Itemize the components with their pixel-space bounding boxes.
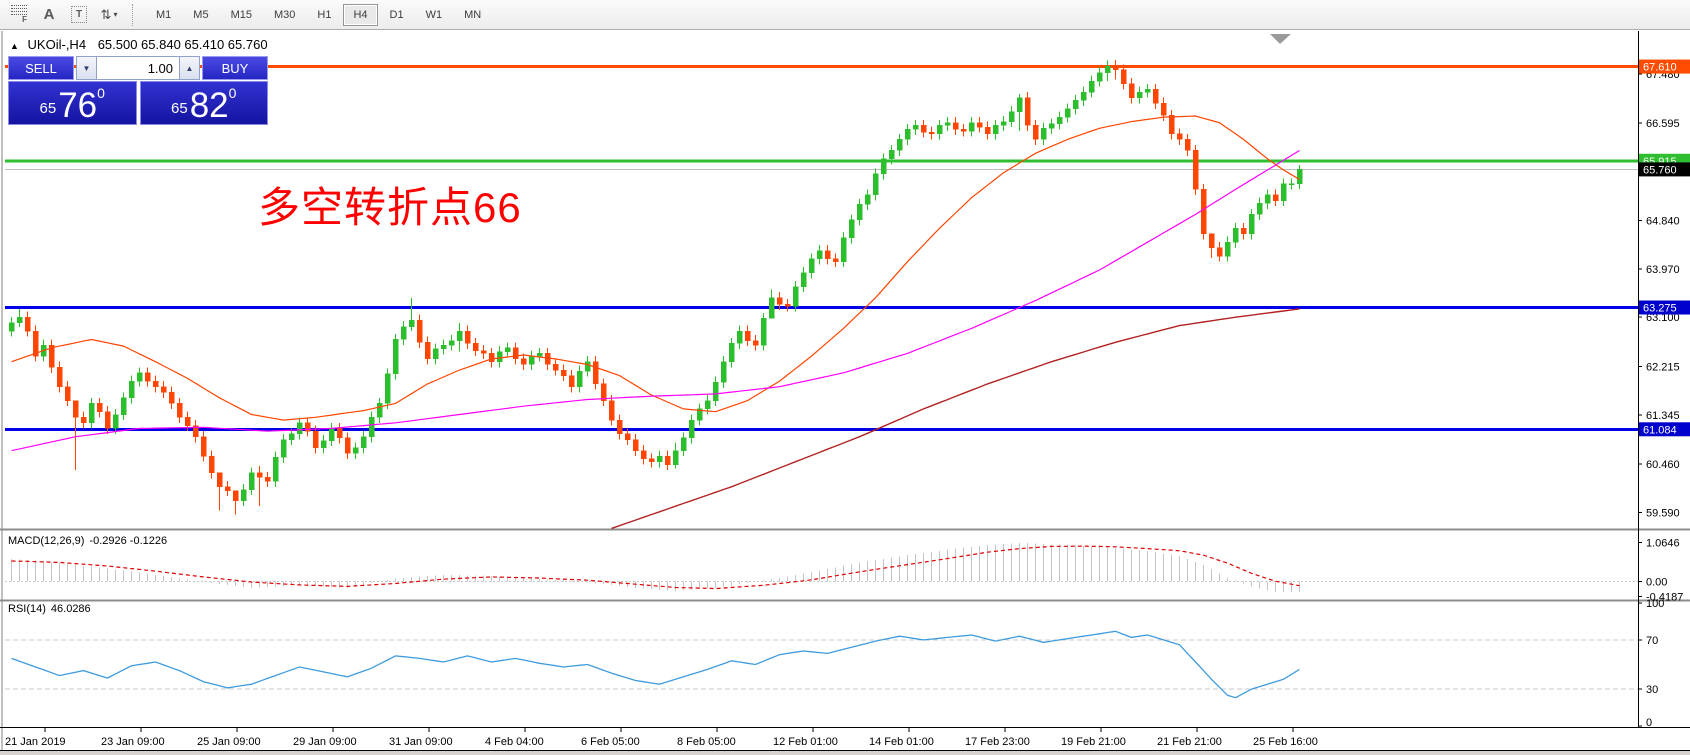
arrows-tool-icon[interactable]: ⇅ ▾ bbox=[100, 6, 118, 22]
buy-price-prefix: 65 bbox=[171, 100, 188, 117]
svg-text:0: 0 bbox=[1646, 717, 1652, 729]
sell-price-box[interactable]: 65 76 0 bbox=[8, 81, 137, 125]
rsi-label: RSI(14) 46.0286 bbox=[8, 603, 91, 615]
chart-header: ▲ UKOil-,H4 65.500 65.840 65.410 65.760 bbox=[10, 37, 268, 52]
svg-text:0.00: 0.00 bbox=[1646, 576, 1667, 588]
svg-text:60.460: 60.460 bbox=[1646, 459, 1680, 471]
svg-text:19 Feb 21:00: 19 Feb 21:00 bbox=[1061, 736, 1126, 748]
chart-annotation-text: 多空转折点66 bbox=[258, 184, 522, 231]
svg-text:59.590: 59.590 bbox=[1646, 507, 1680, 519]
svg-text:63.100: 63.100 bbox=[1646, 312, 1680, 324]
buy-price-sup: 0 bbox=[228, 85, 237, 101]
svg-text:8 Feb 05:00: 8 Feb 05:00 bbox=[677, 736, 736, 748]
sell-button[interactable]: SELL bbox=[8, 56, 74, 80]
timeframe-W1[interactable]: W1 bbox=[425, 8, 443, 21]
chevron-down-icon: ▾ bbox=[113, 10, 118, 19]
text-tool-icon[interactable]: T bbox=[66, 3, 92, 27]
panel-frames bbox=[0, 31, 1690, 755]
svg-text:1.0646: 1.0646 bbox=[1646, 538, 1680, 550]
timeframe-buttons: M1 M5 M15 M30 H1 H4 D1 W1 MN bbox=[146, 3, 493, 26]
macd-name: MACD(12,26,9) bbox=[8, 535, 85, 547]
svg-text:4 Feb 04:00: 4 Feb 04:00 bbox=[485, 736, 544, 748]
macd-label: MACD(12,26,9) -0.2926 -0.1226 bbox=[8, 535, 167, 547]
svg-text:23 Jan 09:00: 23 Jan 09:00 bbox=[101, 736, 165, 748]
candles bbox=[8, 59, 1303, 515]
ma-fast-line bbox=[11, 115, 1300, 421]
timeframe-H4[interactable]: H4 bbox=[343, 3, 378, 26]
ma-slow-line bbox=[611, 308, 1300, 530]
svg-text:63.275: 63.275 bbox=[1643, 303, 1677, 315]
price-axis: 67.48066.59564.84063.97063.10062.21561.3… bbox=[1638, 59, 1690, 519]
svg-text:100: 100 bbox=[1646, 598, 1664, 610]
svg-text:30: 30 bbox=[1646, 684, 1658, 696]
svg-text:17 Feb 23:00: 17 Feb 23:00 bbox=[965, 736, 1030, 748]
svg-text:12 Feb 01:00: 12 Feb 01:00 bbox=[773, 736, 838, 748]
timeframe-D1[interactable]: D1 bbox=[389, 8, 404, 21]
timeframe-M30[interactable]: M30 bbox=[273, 8, 296, 21]
svg-text:62.215: 62.215 bbox=[1646, 361, 1680, 373]
svg-text:61.084: 61.084 bbox=[1643, 424, 1677, 436]
svg-text:61.345: 61.345 bbox=[1646, 410, 1680, 422]
svg-text:21 Jan 2019: 21 Jan 2019 bbox=[5, 736, 66, 748]
svg-text:6 Feb 05:00: 6 Feb 05:00 bbox=[581, 736, 640, 748]
rsi-value: 46.0286 bbox=[50, 603, 91, 615]
volume-decrease-button[interactable]: ▼ bbox=[77, 57, 97, 79]
horizontal-level-lines bbox=[5, 65, 1638, 431]
collapse-icon[interactable]: ▲ bbox=[10, 41, 19, 51]
rsi-panel: 100 70 30 0 bbox=[5, 598, 1664, 729]
volume-stepper: ▼ 1.00 ▲ bbox=[76, 56, 200, 80]
macd-panel: 1.0646 0.00 -0.4187 bbox=[5, 538, 1683, 604]
timeframe-M15[interactable]: M15 bbox=[230, 8, 252, 21]
svg-text:-0.4187: -0.4187 bbox=[1646, 592, 1683, 604]
svg-text:67.610: 67.610 bbox=[1643, 62, 1677, 74]
svg-text:70: 70 bbox=[1646, 635, 1658, 647]
timeframe-H1[interactable]: H1 bbox=[317, 8, 332, 21]
fibonacci-lines-tool-icon[interactable]: F bbox=[6, 3, 32, 27]
toolbar-separator bbox=[132, 3, 138, 26]
svg-text:25 Feb 16:00: 25 Feb 16:00 bbox=[1253, 736, 1318, 748]
ma-mid-line bbox=[11, 149, 1300, 452]
sell-price-prefix: 65 bbox=[39, 100, 57, 117]
text-label-tool-icon[interactable]: A bbox=[43, 6, 55, 23]
symbol-label: UKOil-,H4 bbox=[27, 37, 87, 52]
svg-text:14 Feb 01:00: 14 Feb 01:00 bbox=[869, 736, 934, 748]
svg-text:64.840: 64.840 bbox=[1646, 216, 1680, 228]
toolbar: F A T ⇅ ▾ M1 M5 M15 M30 H1 H4 D1 W1 MN bbox=[0, 0, 1690, 30]
rsi-name: RSI(14) bbox=[8, 603, 46, 615]
timeframe-M5[interactable]: M5 bbox=[193, 8, 209, 21]
buy-button[interactable]: BUY bbox=[202, 56, 268, 80]
volume-input[interactable]: 1.00 bbox=[97, 57, 179, 79]
one-click-trading-panel: SELL ▼ 1.00 ▲ BUY 65 76 0 65 82 0 bbox=[8, 56, 268, 125]
svg-text:25 Jan 09:00: 25 Jan 09:00 bbox=[197, 736, 261, 748]
timeframe-M1[interactable]: M1 bbox=[156, 8, 172, 21]
date-axis: 21 Jan 2019 23 Jan 09:00 25 Jan 09:00 29 Ja… bbox=[5, 728, 1318, 748]
svg-text:21 Feb 21:00: 21 Feb 21:00 bbox=[1157, 736, 1222, 748]
svg-text:29 Jan 09:00: 29 Jan 09:00 bbox=[293, 736, 357, 748]
fibonacci-lines-glyph: F bbox=[11, 5, 27, 24]
svg-text:65.760: 65.760 bbox=[1643, 164, 1677, 176]
buy-price-big: 82 bbox=[189, 85, 229, 125]
svg-text:31 Jan 09:00: 31 Jan 09:00 bbox=[389, 736, 453, 748]
sell-price-big: 76 bbox=[58, 85, 98, 125]
svg-text:63.970: 63.970 bbox=[1646, 264, 1680, 276]
timeframe-MN[interactable]: MN bbox=[464, 8, 482, 21]
macd-values: -0.2926 -0.1226 bbox=[89, 535, 168, 547]
ohlc-values: 65.500 65.840 65.410 65.760 bbox=[97, 37, 268, 52]
scroll-marker-icon bbox=[1270, 34, 1291, 44]
buy-price-box[interactable]: 65 82 0 bbox=[139, 81, 268, 125]
sell-price-sup: 0 bbox=[97, 85, 105, 101]
volume-increase-button[interactable]: ▲ bbox=[179, 57, 199, 79]
svg-text:66.595: 66.595 bbox=[1646, 118, 1680, 130]
